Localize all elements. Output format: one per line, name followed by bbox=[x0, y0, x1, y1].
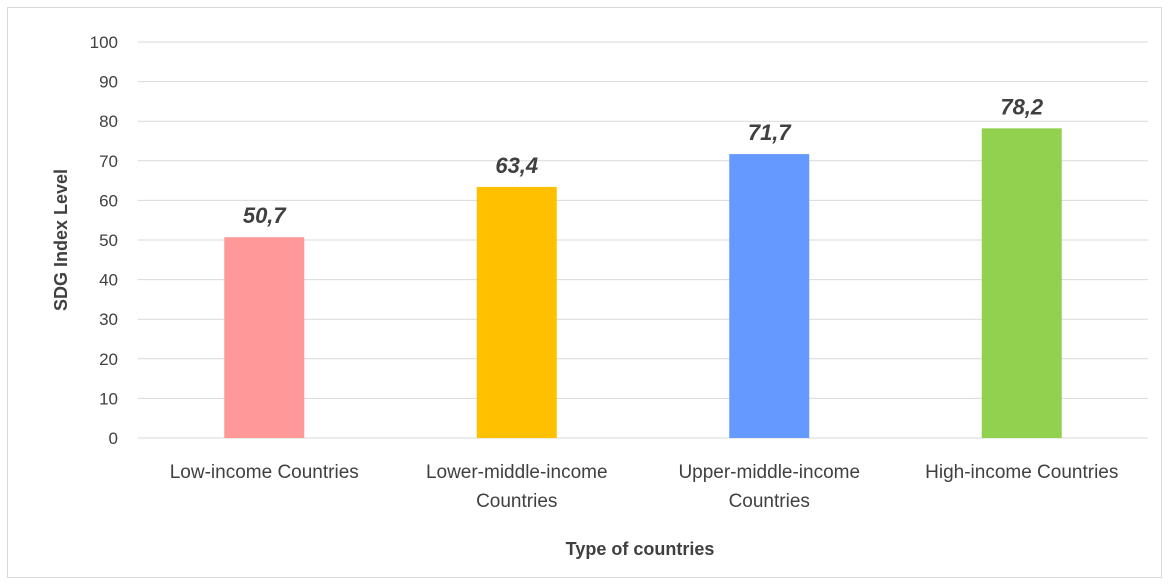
y-tick-label: 40 bbox=[99, 271, 118, 290]
y-tick-label: 90 bbox=[99, 73, 118, 92]
chart-frame bbox=[7, 7, 1162, 578]
bar bbox=[224, 237, 305, 438]
data-label: 63,4 bbox=[495, 153, 538, 178]
gridlines bbox=[138, 41, 1148, 439]
data-label: 50,7 bbox=[243, 203, 288, 228]
x-tick-label: Countries bbox=[476, 491, 557, 512]
y-tick-label: 50 bbox=[99, 231, 118, 250]
bar bbox=[981, 128, 1062, 438]
bar bbox=[729, 154, 810, 438]
bar bbox=[476, 186, 557, 438]
y-tick-label: 100 bbox=[90, 33, 118, 52]
x-axis-title: Type of countries bbox=[566, 539, 715, 559]
x-tick-label: High-income Countries bbox=[925, 462, 1118, 483]
x-tick-label: Upper-middle-income bbox=[678, 462, 860, 483]
y-axis-title: SDG Index Level bbox=[51, 169, 71, 311]
x-tick-label: Lower-middle-income bbox=[426, 462, 608, 483]
y-tick-label: 30 bbox=[99, 310, 118, 329]
x-tick-label: Low-income Countries bbox=[170, 462, 359, 483]
y-tick-labels: 0 10 20 30 40 50 60 70 80 90 100 bbox=[90, 33, 118, 448]
data-label: 78,2 bbox=[1000, 94, 1044, 119]
data-labels: 50,7 63,4 71,7 78,2 bbox=[243, 94, 1044, 228]
y-tick-label: 70 bbox=[99, 152, 118, 171]
data-label: 71,7 bbox=[748, 120, 793, 145]
x-tick-labels: Low-income Countries Lower-middle-income C… bbox=[170, 462, 1119, 512]
y-tick-label: 80 bbox=[99, 112, 118, 131]
y-tick-label: 0 bbox=[109, 429, 118, 448]
bars bbox=[224, 128, 1062, 438]
y-tick-label: 60 bbox=[99, 191, 118, 210]
y-tick-label: 10 bbox=[99, 389, 118, 408]
x-tick-label: Countries bbox=[729, 491, 810, 512]
y-tick-label: 20 bbox=[99, 350, 118, 369]
